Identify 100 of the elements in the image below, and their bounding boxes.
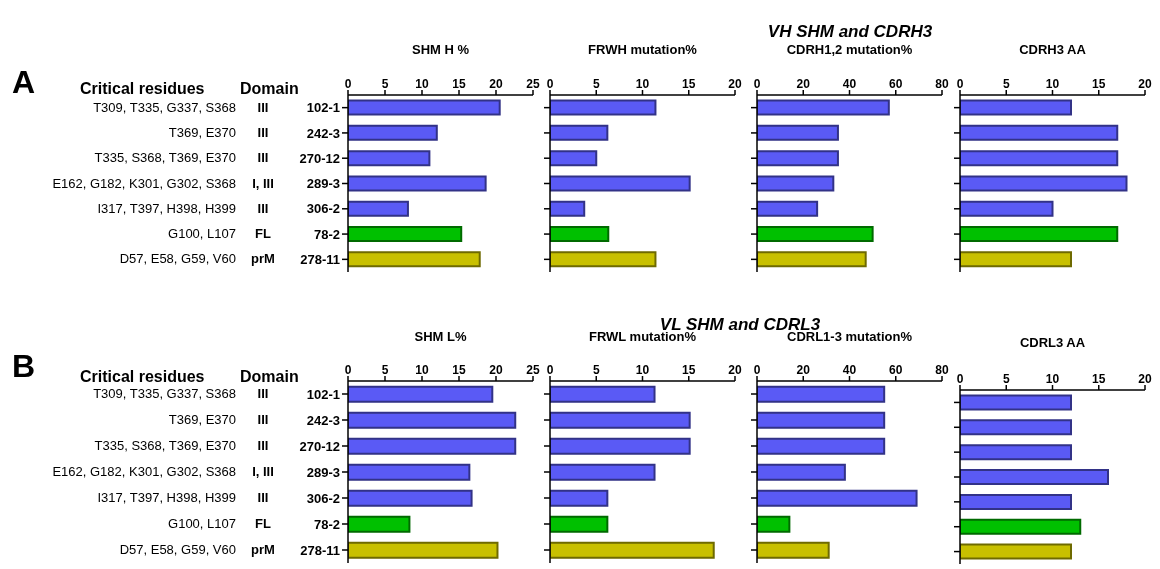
text: III <box>257 386 269 401</box>
text: III <box>257 200 269 216</box>
x-tick-label: 20 <box>1138 77 1152 91</box>
x-tick-label: 20 <box>796 77 811 91</box>
y-tick-label: 306-2 <box>306 201 340 217</box>
x-tick-label: 0 <box>344 363 352 377</box>
y-tick-label: 289-3 <box>306 176 340 192</box>
bar <box>960 200 1054 217</box>
bar <box>550 225 610 242</box>
chart-title: CDRL3 AA <box>1018 335 1087 350</box>
text: FL <box>255 226 271 242</box>
bar <box>757 541 830 559</box>
y-tick-label: 270-12 <box>299 150 340 166</box>
text: D57, E58, G59, V60 <box>119 251 236 267</box>
bar <box>757 489 918 507</box>
bar <box>757 124 839 141</box>
x-tick-label: 60 <box>889 363 903 377</box>
bar <box>757 99 890 116</box>
x-tick-label: 80 <box>935 363 949 377</box>
chart-title: SHM H % <box>410 42 471 57</box>
bar <box>348 124 438 141</box>
x-tick-label: 20 <box>489 77 503 91</box>
text: A <box>12 64 36 101</box>
bar <box>550 385 656 403</box>
chart-title: CDRH3 AA <box>1018 42 1087 57</box>
bar <box>757 411 886 429</box>
x-tick-label: 10 <box>1045 372 1060 386</box>
bar <box>550 124 609 141</box>
x-tick-label: 15 <box>452 77 466 91</box>
text: FL <box>255 516 271 531</box>
x-tick-label: 15 <box>1092 77 1106 91</box>
text: G100, L107 <box>168 226 236 242</box>
x-tick-label: 40 <box>842 363 857 377</box>
y-tick-label: 242-3 <box>306 125 340 141</box>
bar <box>348 411 517 429</box>
x-tick-label: 20 <box>1138 372 1152 386</box>
x-tick-label: 5 <box>592 363 600 377</box>
bar <box>960 394 1072 411</box>
bar <box>960 493 1072 510</box>
text: Critical residues <box>80 80 205 98</box>
bar <box>348 437 517 455</box>
y-tick-label: 270-12 <box>299 438 340 454</box>
text: B <box>12 348 36 385</box>
y-tick-label: 278-11 <box>300 542 340 558</box>
bar <box>550 411 691 429</box>
text: prM <box>251 251 275 267</box>
x-tick-label: 15 <box>682 363 696 377</box>
bar <box>757 225 874 242</box>
bar <box>348 385 494 403</box>
bar <box>960 225 1119 242</box>
text: Critical residues <box>80 368 205 386</box>
text: I, III <box>252 175 274 191</box>
text: III <box>257 99 269 115</box>
bar <box>757 437 886 455</box>
x-tick-label: 0 <box>753 363 761 377</box>
bar <box>550 150 598 167</box>
x-tick-label: 15 <box>682 77 696 91</box>
bar <box>550 200 586 217</box>
chart-title: FRWL mutation% <box>587 329 697 344</box>
text: T309, T335, G337, S368 <box>93 99 236 115</box>
x-tick-label: 10 <box>1045 77 1060 91</box>
bar <box>757 463 846 481</box>
bar <box>757 251 867 268</box>
text: III <box>257 490 269 505</box>
y-tick-label: 278-11 <box>300 251 340 267</box>
x-tick-label: 10 <box>415 77 429 91</box>
bar <box>757 175 835 192</box>
bar <box>960 175 1128 192</box>
bar <box>960 469 1109 486</box>
y-tick-label: 306-2 <box>306 490 340 506</box>
text: T335, S368, T369, E370 <box>94 438 236 453</box>
bar <box>550 99 657 116</box>
y-tick-label: 78-2 <box>313 226 340 242</box>
bar <box>348 225 463 242</box>
text: I, III <box>252 464 274 479</box>
chart-title: CDRL1-3 mutation% <box>787 329 913 344</box>
y-tick-label: 289-3 <box>306 464 340 480</box>
text: Domain <box>240 80 299 98</box>
text: I317, T397, H398, H399 <box>97 490 236 505</box>
x-tick-label: 10 <box>415 363 429 377</box>
chart-title: SHM L% <box>413 329 468 344</box>
bar <box>550 489 609 507</box>
text: III <box>257 438 269 453</box>
x-tick-label: 20 <box>489 363 503 377</box>
x-tick-label: 15 <box>1092 372 1106 386</box>
bar <box>757 515 791 533</box>
bar <box>960 518 1082 535</box>
text: prM <box>251 542 275 557</box>
bar <box>960 150 1119 167</box>
text: I317, T397, H398, H399 <box>97 200 236 216</box>
x-tick-label: 0 <box>344 77 352 91</box>
bar <box>550 175 691 192</box>
bar <box>348 489 473 507</box>
x-tick-label: 5 <box>1002 77 1010 91</box>
x-tick-label: 5 <box>381 363 389 377</box>
bar <box>550 437 691 455</box>
x-tick-label: 20 <box>728 363 742 377</box>
chart-title: CDRH1,2 mutation% <box>785 42 914 57</box>
bar <box>348 251 481 268</box>
y-tick-label: 102-1 <box>306 100 340 116</box>
